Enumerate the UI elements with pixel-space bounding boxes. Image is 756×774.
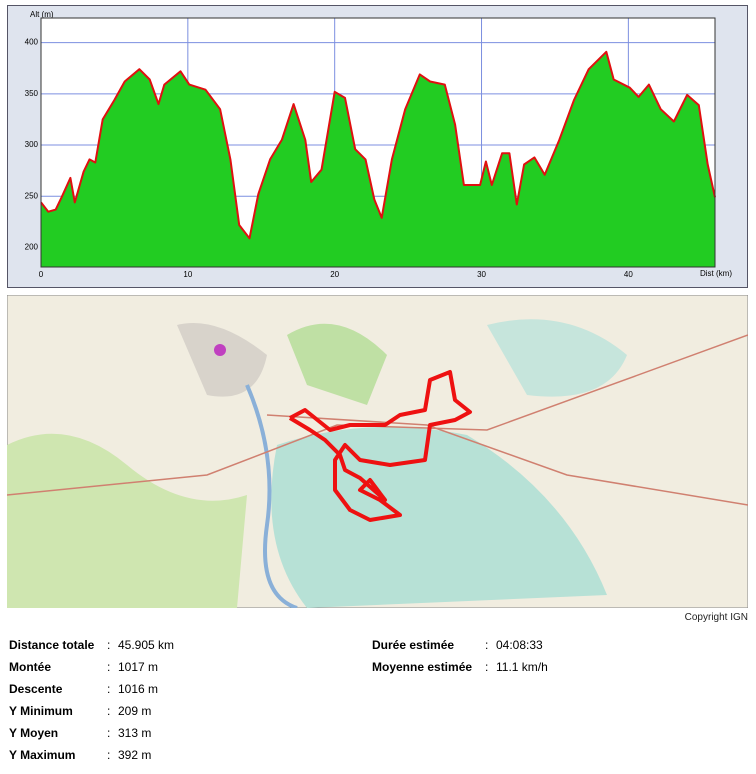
stat-label: Montée	[9, 660, 51, 674]
y-axis-label: Alt (m)	[30, 10, 54, 19]
forest	[271, 427, 607, 608]
stat-value: 1016 m	[118, 682, 159, 696]
stat-label: Distance totale	[9, 638, 95, 652]
y-tick-label: 400	[25, 38, 39, 47]
road	[7, 334, 748, 496]
stat-label: Y Moyen	[9, 726, 59, 740]
copyright: Copyright IGN	[684, 612, 748, 623]
stat-value: 45.905 km	[118, 638, 175, 652]
stat-label: Y Maximum	[9, 748, 76, 762]
x-tick-label: 40	[624, 270, 633, 279]
stat-value: 04:08:33	[496, 638, 543, 652]
river	[245, 384, 298, 608]
town	[177, 323, 267, 397]
stat-row: Moyenne estimée:11.1 km/h	[372, 658, 548, 680]
separator: :	[107, 704, 111, 718]
separator: :	[485, 660, 489, 674]
forest	[7, 433, 247, 608]
stat-row: Y Minimum:209 m	[9, 702, 174, 724]
forest	[487, 319, 627, 397]
elevation-chart: Alt (m) Dist (km) 200 250 300 350 400 0 10 20 30…	[7, 5, 748, 288]
elevation-line	[40, 50, 716, 240]
separator: :	[485, 638, 489, 652]
stat-row: Durée estimée:04:08:33	[372, 636, 548, 658]
town-center	[214, 344, 226, 356]
plot-border	[40, 17, 716, 268]
separator: :	[107, 638, 111, 652]
stat-row: Descente:1016 m	[9, 680, 174, 702]
separator: :	[107, 682, 111, 696]
stat-label: Descente	[9, 682, 63, 696]
separator: :	[107, 660, 111, 674]
separator: :	[107, 726, 111, 740]
stat-row: Distance totale:45.905 km	[9, 636, 174, 658]
y-tick-label: 250	[25, 191, 39, 200]
y-tick-label: 300	[25, 140, 39, 149]
x-tick-label: 20	[330, 270, 339, 279]
stat-value: 1017 m	[118, 660, 159, 674]
stat-value: 209 m	[118, 704, 152, 718]
stats-left: Distance totale:45.905 km Montée:1017 m De…	[9, 636, 174, 768]
stat-label: Durée estimée	[372, 638, 455, 652]
stat-value: 392 m	[118, 748, 152, 762]
x-axis-label: Dist (km)	[700, 269, 732, 278]
x-tick-label: 30	[477, 270, 486, 279]
stat-value: 11.1 km/h	[496, 660, 548, 674]
road	[266, 414, 748, 506]
stats-right: Durée estimée:04:08:33 Moyenne estimée:11…	[372, 636, 548, 680]
stat-row: Y Moyen:313 m	[9, 724, 174, 746]
forest	[287, 323, 387, 405]
route	[288, 370, 472, 522]
stat-label: Moyenne estimée	[372, 660, 473, 674]
stat-value: 313 m	[118, 726, 152, 740]
y-tick-label: 350	[25, 89, 39, 98]
x-tick-label: 10	[183, 270, 192, 279]
elevation-area	[41, 51, 715, 267]
map	[7, 295, 748, 608]
y-tick-label: 200	[25, 243, 39, 252]
x-tick-label: 0	[39, 270, 44, 279]
separator: :	[107, 748, 111, 762]
stat-row: Y Maximum:392 m	[9, 746, 174, 768]
stat-label: Y Minimum	[9, 704, 73, 718]
stat-row: Montée:1017 m	[9, 658, 174, 680]
